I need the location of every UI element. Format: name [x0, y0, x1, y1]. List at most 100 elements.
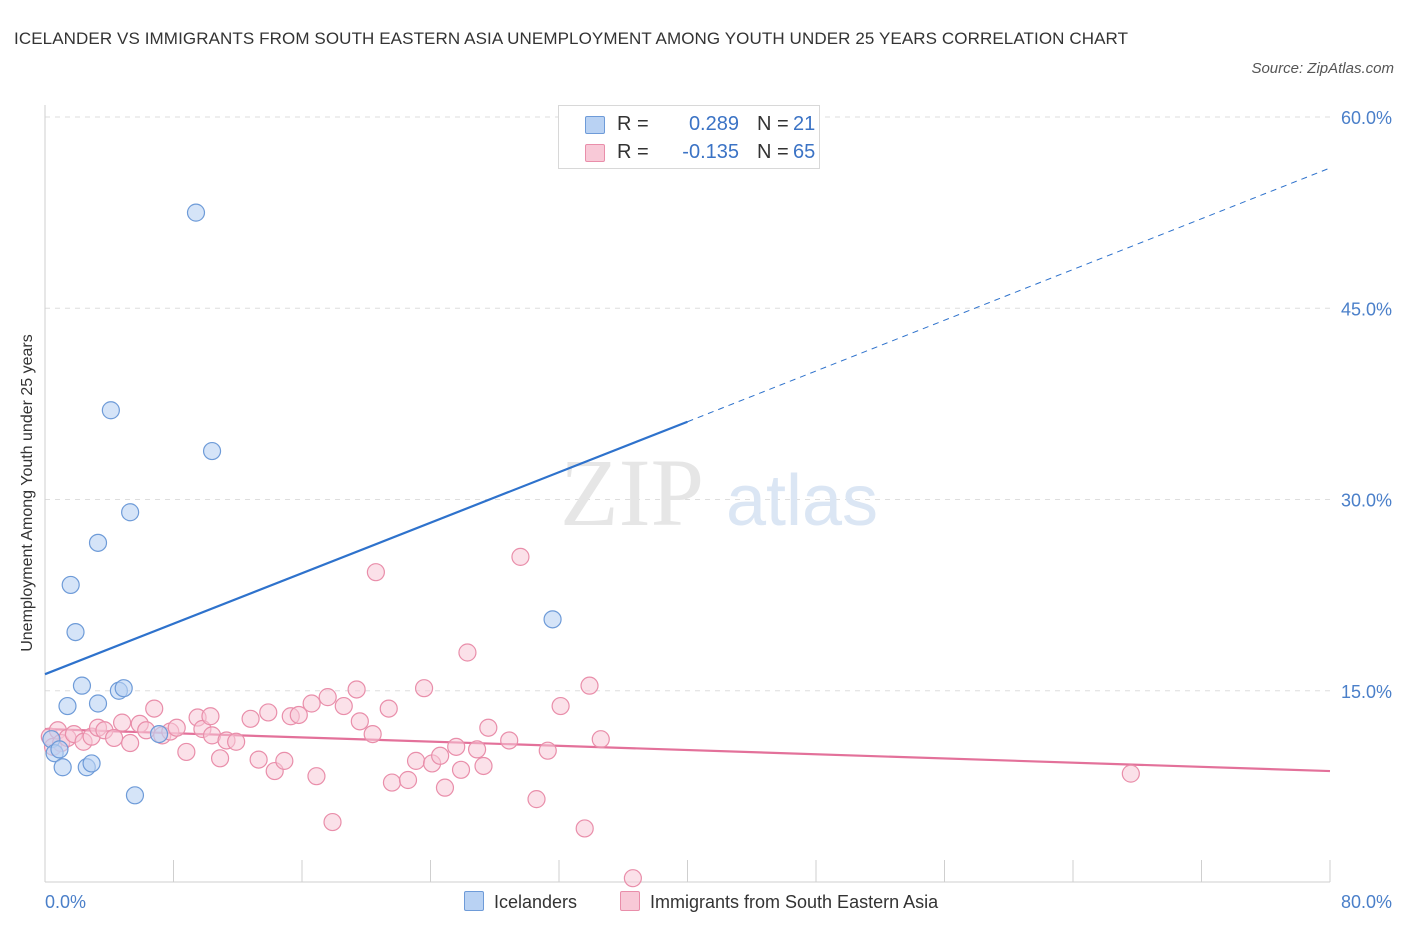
- data-point-icelanders: [186, 203, 206, 222]
- trend-line-icelanders: [44, 420, 688, 676]
- data-point-immigrants: [210, 749, 230, 768]
- bottom-legend-immigrants: Immigrants from South Eastern Asia: [620, 888, 938, 916]
- data-point-immigrants: [145, 699, 164, 718]
- data-point-immigrants: [474, 756, 493, 776]
- legend-r-value: 0.289: [688, 113, 739, 135]
- bottom-legend-swatch-blue: [464, 891, 484, 911]
- data-point-icelanders: [88, 694, 108, 713]
- legend-n-value: 65: [793, 141, 816, 163]
- data-point-icelanders: [66, 622, 85, 642]
- data-point-immigrants: [112, 713, 132, 732]
- data-point-immigrants: [307, 767, 326, 786]
- grid-lines: [45, 116, 1330, 692]
- tick-labels: 15.0% 30.0% 45.0% 60.0% 0.0% 80.0%: [45, 108, 1392, 912]
- legend-r-label: R =: [617, 113, 649, 135]
- watermark-atlas: atlas: [726, 461, 878, 541]
- data-point-immigrants: [580, 676, 599, 695]
- data-point-icelanders: [114, 679, 133, 698]
- data-point-immigrants: [382, 773, 402, 792]
- y-tick-label: 45.0%: [1341, 299, 1392, 319]
- data-point-icelanders: [121, 503, 140, 522]
- data-point-immigrants: [201, 707, 220, 726]
- data-point-immigrants: [479, 718, 498, 737]
- data-point-immigrants: [623, 869, 642, 888]
- watermark: ZIP atlas: [560, 439, 878, 546]
- data-point-immigrants: [551, 696, 570, 716]
- data-point-immigrants: [435, 778, 455, 797]
- data-point-immigrants: [121, 733, 140, 753]
- bottom-legend-label: Immigrants from South Eastern Asia: [650, 892, 939, 912]
- data-point-immigrants: [249, 750, 268, 769]
- data-point-immigrants: [227, 732, 246, 751]
- legend-swatch-pink: [585, 144, 605, 162]
- legend-n-value: 21: [793, 113, 816, 135]
- data-point-immigrants: [451, 760, 471, 779]
- bottom-legend-swatch-pink: [620, 891, 640, 911]
- data-point-immigrants: [1121, 764, 1140, 783]
- data-point-icelanders: [149, 724, 169, 744]
- data-point-immigrants: [406, 751, 426, 770]
- data-point-immigrants: [538, 741, 557, 760]
- data-point-immigrants: [500, 731, 519, 750]
- data-point-immigrants: [289, 705, 308, 725]
- data-points: [40, 203, 1140, 888]
- chart-title: ICELANDER VS IMMIGRANTS FROM SOUTH EASTE…: [14, 29, 1129, 48]
- source-label: Source: ZipAtlas.com: [1251, 60, 1394, 77]
- data-point-icelanders: [72, 676, 92, 695]
- legend-n-label: N =: [757, 113, 789, 135]
- data-point-immigrants: [318, 688, 337, 707]
- data-point-immigrants: [334, 696, 353, 716]
- legend-swatch-blue: [585, 116, 605, 134]
- data-point-icelanders: [58, 696, 77, 716]
- data-point-icelanders: [125, 786, 145, 805]
- x-tick-label: 0.0%: [45, 892, 86, 912]
- data-point-immigrants: [323, 812, 342, 832]
- y-tick-label: 60.0%: [1341, 108, 1392, 128]
- data-point-icelanders: [101, 401, 120, 420]
- data-point-immigrants: [177, 742, 196, 762]
- legend-n-label: N =: [757, 141, 789, 163]
- watermark-zip: ZIP: [560, 439, 704, 546]
- data-point-icelanders: [88, 533, 108, 552]
- data-point-immigrants: [350, 712, 369, 731]
- data-point-immigrants: [414, 679, 434, 698]
- data-point-icelanders: [53, 758, 72, 777]
- legend-r-value: -0.135: [682, 141, 739, 163]
- data-point-immigrants: [527, 790, 546, 809]
- data-point-immigrants: [431, 746, 450, 765]
- data-point-immigrants: [447, 737, 466, 756]
- x-tick-label: 80.0%: [1341, 892, 1392, 912]
- data-point-immigrants: [241, 709, 260, 728]
- bottom-legend-label: Icelanders: [494, 892, 578, 912]
- data-point-immigrants: [366, 563, 385, 582]
- data-point-immigrants: [511, 547, 530, 566]
- data-point-immigrants: [259, 703, 278, 722]
- data-point-immigrants: [575, 819, 594, 838]
- axes: [44, 105, 1331, 883]
- data-point-icelanders: [50, 740, 69, 759]
- data-point-immigrants: [104, 728, 124, 748]
- data-point-immigrants: [167, 718, 186, 737]
- data-point-immigrants: [379, 699, 398, 718]
- data-point-immigrants: [275, 751, 294, 770]
- y-tick-label: 30.0%: [1341, 491, 1392, 511]
- data-point-icelanders: [202, 441, 222, 461]
- data-point-icelanders: [82, 754, 101, 773]
- data-point-immigrants: [302, 694, 321, 713]
- data-point-icelanders: [61, 575, 80, 595]
- data-point-immigrants: [591, 730, 610, 749]
- data-point-icelanders: [543, 610, 562, 629]
- legend-r-label: R =: [617, 141, 649, 163]
- data-point-immigrants: [347, 680, 366, 699]
- data-point-immigrants: [467, 740, 487, 759]
- data-point-immigrants: [458, 643, 477, 662]
- data-point-immigrants: [398, 770, 418, 790]
- y-tick-label: 15.0%: [1341, 682, 1392, 702]
- bottom-legend-icelanders: Icelanders: [464, 888, 577, 916]
- trend-line-immigrants: [44, 727, 1331, 773]
- trend-line-icelanders-extension: [687, 167, 1331, 423]
- trend-lines: [44, 167, 1331, 773]
- correlation-legend: R = 0.289 N = 21 R = -0.135 N = 65: [558, 105, 820, 169]
- data-point-immigrants: [363, 724, 382, 744]
